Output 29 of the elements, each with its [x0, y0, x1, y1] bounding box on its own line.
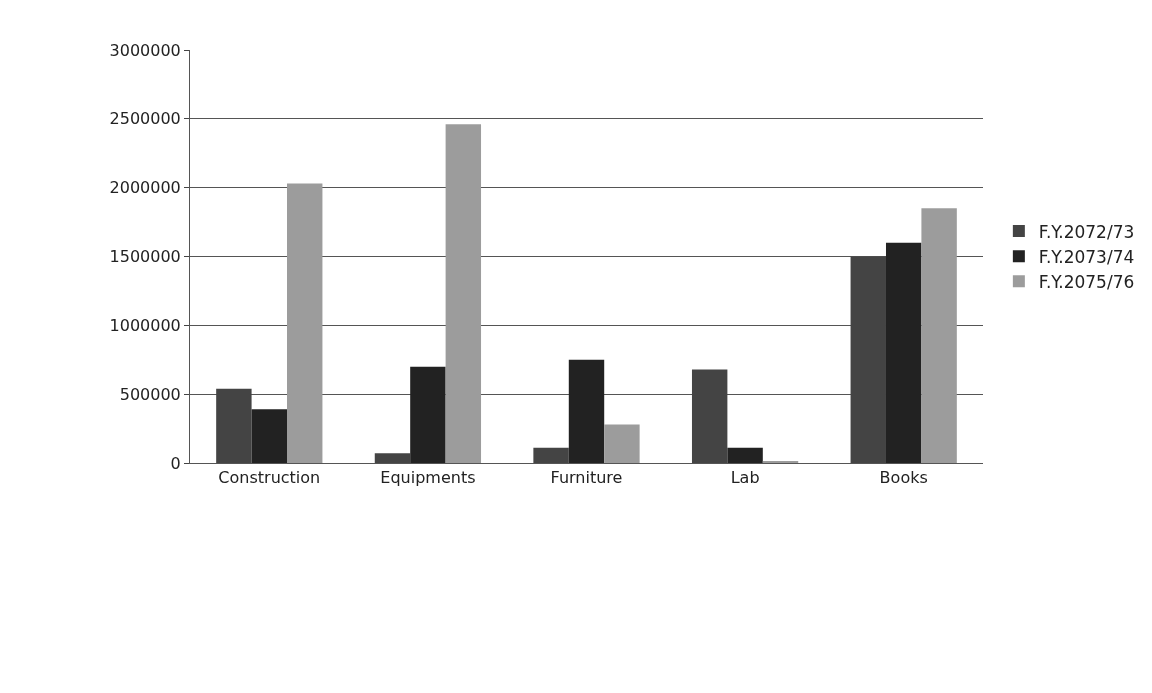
- y-tick-label: 3000000: [109, 40, 181, 60]
- y-tick-label: 0: [170, 453, 181, 473]
- y-tick-label: 1500000: [109, 247, 181, 267]
- y-tick-label: 2500000: [109, 109, 181, 129]
- bar: [885, 242, 922, 463]
- bar: [410, 366, 446, 463]
- bar: [374, 453, 411, 463]
- bar: [533, 447, 569, 463]
- bar: [216, 388, 252, 463]
- legend-label: F.Y.2073/74: [1038, 246, 1135, 267]
- legend-label: F.Y.2072/73: [1038, 221, 1135, 242]
- bar: [445, 124, 482, 463]
- bar: [287, 183, 323, 463]
- x-tick-label: Furniture: [550, 468, 623, 488]
- bar: [727, 447, 763, 463]
- y-tick-label: 500000: [119, 384, 181, 404]
- x-tick-label: Construction: [218, 468, 321, 488]
- legend-label: F.Y.2075/76: [1038, 271, 1135, 292]
- y-tick-label: 1000000: [109, 315, 181, 335]
- x-tick-label: Lab: [730, 468, 760, 488]
- x-tick-label: Books: [879, 468, 928, 488]
- bar: [921, 208, 957, 463]
- bar: [604, 424, 640, 463]
- y-tick-label: 2000000: [109, 178, 181, 198]
- bar: [251, 409, 288, 463]
- bar: [691, 369, 728, 463]
- x-tick-label: Equipments: [380, 468, 476, 488]
- bar: [850, 256, 886, 463]
- bar: [568, 359, 605, 463]
